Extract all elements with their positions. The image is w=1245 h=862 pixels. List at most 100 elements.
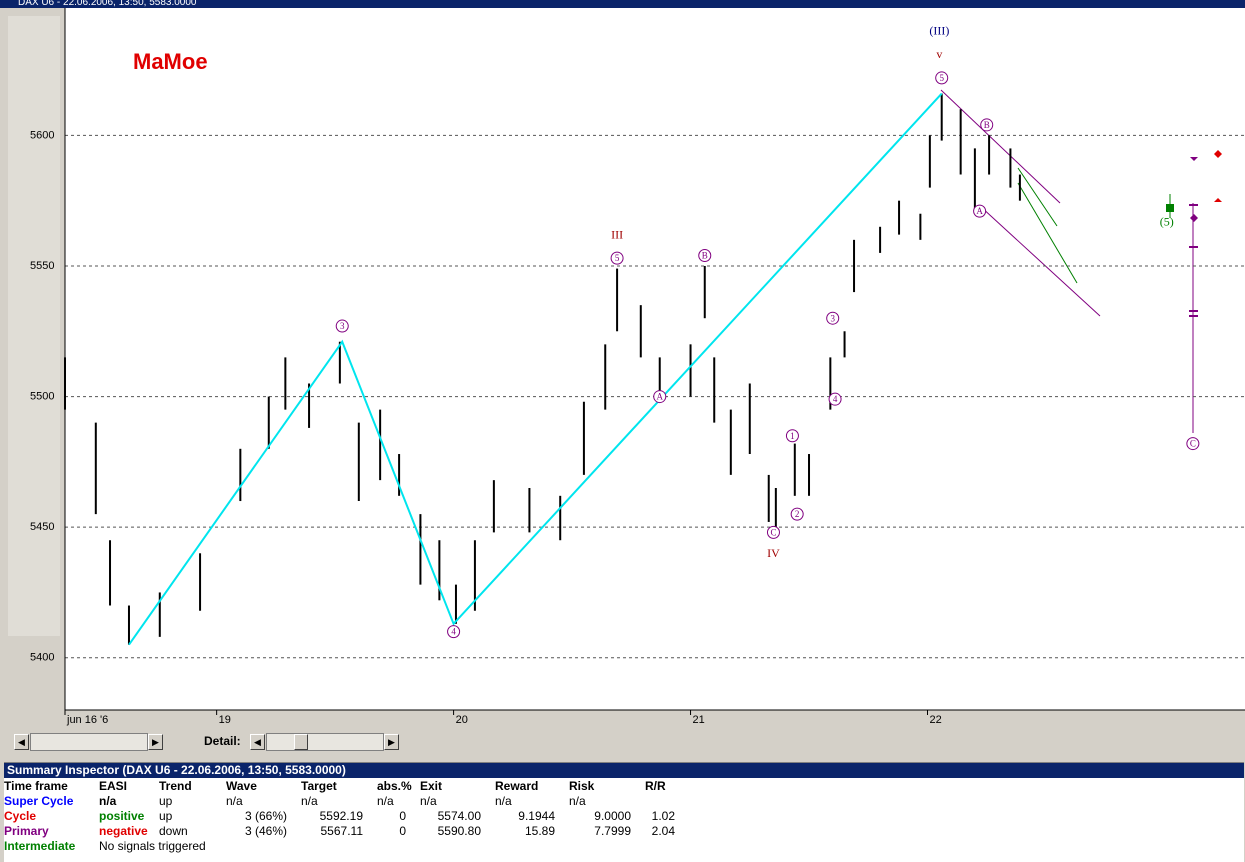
wave-label: B (984, 120, 990, 130)
wave-label-circle (790, 507, 804, 521)
wave-label: (III) (929, 24, 949, 38)
wave-label-circle (980, 118, 994, 132)
wave-label: v (936, 47, 942, 61)
wave-label-circle (785, 429, 799, 443)
summary-cell: 9.0000 (594, 808, 631, 823)
summary-cell: Trend (159, 778, 192, 793)
summary-cell: 15.89 (524, 823, 555, 838)
wave-label: 3 (340, 321, 345, 331)
chart: MaMoe 5400 5450 5500 5550 5600 jun 16 '6 19 20 2… (0, 8, 1245, 731)
wave-label-circle (935, 71, 949, 85)
summary-cell: n/a (99, 793, 117, 808)
summary-cell: 0 (399, 823, 406, 838)
summary-cell: n/a (495, 793, 512, 808)
summary-cell: down (159, 823, 188, 838)
wave-label: A (976, 206, 983, 216)
detail-right[interactable]: ▶ (384, 734, 399, 750)
scrollbars: ◀ ▶ Detail: ◀ ▶ (0, 731, 1245, 753)
wave-label: 2 (795, 509, 800, 519)
scroll-track[interactable] (30, 733, 148, 751)
wave-label: 5 (939, 73, 944, 83)
detail-label: Detail: (204, 734, 241, 748)
y-tick-label: 5500 (30, 390, 54, 402)
summary-cell: Risk (569, 778, 595, 793)
wave-label-circle (610, 251, 624, 265)
wave-label-circle (653, 390, 667, 404)
summary-cell: Exit (420, 778, 443, 793)
y-axis-panel (8, 16, 60, 636)
wave-label: B (702, 251, 708, 261)
summary-cell: Intermediate (4, 838, 76, 853)
wave-label-circle (766, 525, 780, 539)
x-tick-label: 22 (929, 714, 941, 726)
summary-cell: EASI (99, 778, 128, 793)
summary-cell: Target (301, 778, 337, 793)
summary-cell: Cycle (4, 808, 37, 823)
summary-cell: 5574.00 (437, 808, 481, 823)
summary-cell: Super Cycle (4, 793, 74, 808)
y-tick-label: 5550 (30, 260, 54, 272)
wave-label: C (770, 527, 776, 537)
detail-left[interactable]: ◀ (250, 734, 265, 750)
wave-label: 1 (790, 431, 795, 441)
wave-label: C (1190, 439, 1196, 449)
summary-cell: 1.02 (651, 808, 675, 823)
summary-cell: R/R (645, 778, 666, 793)
wave-label-circle (447, 625, 461, 639)
wave-label: 5 (615, 253, 620, 263)
y-tick-label: 5450 (30, 521, 54, 533)
x-tick-label: jun 16 '6 (66, 714, 108, 726)
wave-label-circle (335, 319, 349, 333)
summary-cell: positive (99, 808, 145, 823)
wave-label-circle (698, 249, 712, 263)
summary-cell: n/a (301, 793, 318, 808)
wave-label: 3 (830, 313, 835, 323)
summary-cell: 3 (46%) (244, 823, 287, 838)
summary-cell: up (159, 793, 173, 808)
summary-cell: Primary (4, 823, 49, 838)
summary-cell: n/a (377, 793, 394, 808)
wave-label-circle (1186, 437, 1200, 451)
title-bar: DAX U6 - 22.06.2006, 13:50, 5583.0000 (0, 0, 1245, 8)
wave-label: III (611, 227, 623, 241)
summary-cell: 7.7999 (594, 823, 631, 838)
summary-cell: up (159, 808, 173, 823)
plot-area (65, 8, 1245, 710)
summary-cell: 5590.80 (437, 823, 481, 838)
summary-cell: n/a (226, 793, 243, 808)
summary-inspector: Summary Inspector (DAX U6 - 22.06.2006, … (4, 762, 1244, 862)
projection-lines (940, 89, 1222, 433)
summary-cell: 3 (66%) (244, 808, 287, 823)
summary-cell: Wave (226, 778, 257, 793)
y-tick-label: 5400 (30, 652, 54, 664)
summary-table: Time frame EASI Trend Wave Target abs.% Exit Re… (4, 778, 685, 853)
detail-track[interactable] (266, 733, 384, 751)
summary-cell: abs.% (377, 778, 412, 793)
summary-cell: n/a (569, 793, 586, 808)
detail-thumb[interactable] (294, 734, 308, 750)
x-tick-label: 21 (693, 714, 705, 726)
summary-cell: 9.1944 (518, 808, 555, 823)
summary-cell: Time frame (4, 778, 68, 793)
summary-cell: No signals triggered (99, 838, 206, 853)
watermark: MaMoe (133, 49, 208, 74)
wave-label: 4 (451, 627, 456, 637)
summary-title: Summary Inspector (DAX U6 - 22.06.2006, … (4, 763, 1244, 778)
wave-label-circle (973, 204, 987, 218)
wave-label-circle (828, 392, 842, 406)
x-tick-label: 19 (219, 714, 231, 726)
wave-label: IV (767, 546, 780, 560)
wave-line (128, 92, 943, 646)
summary-cell: Reward (495, 778, 539, 793)
summary-cell: n/a (420, 793, 437, 808)
scroll-right[interactable]: ▶ (148, 734, 163, 750)
wave-label: 4 (833, 394, 838, 404)
summary-cell: 0 (399, 808, 406, 823)
y-tick-label: 5600 (30, 129, 54, 141)
summary-cell: 5567.11 (320, 823, 364, 838)
summary-cell: negative (99, 823, 148, 838)
wave-label: A (656, 392, 663, 402)
wave-label: (5) (1160, 214, 1174, 228)
scroll-left[interactable]: ◀ (14, 734, 29, 750)
